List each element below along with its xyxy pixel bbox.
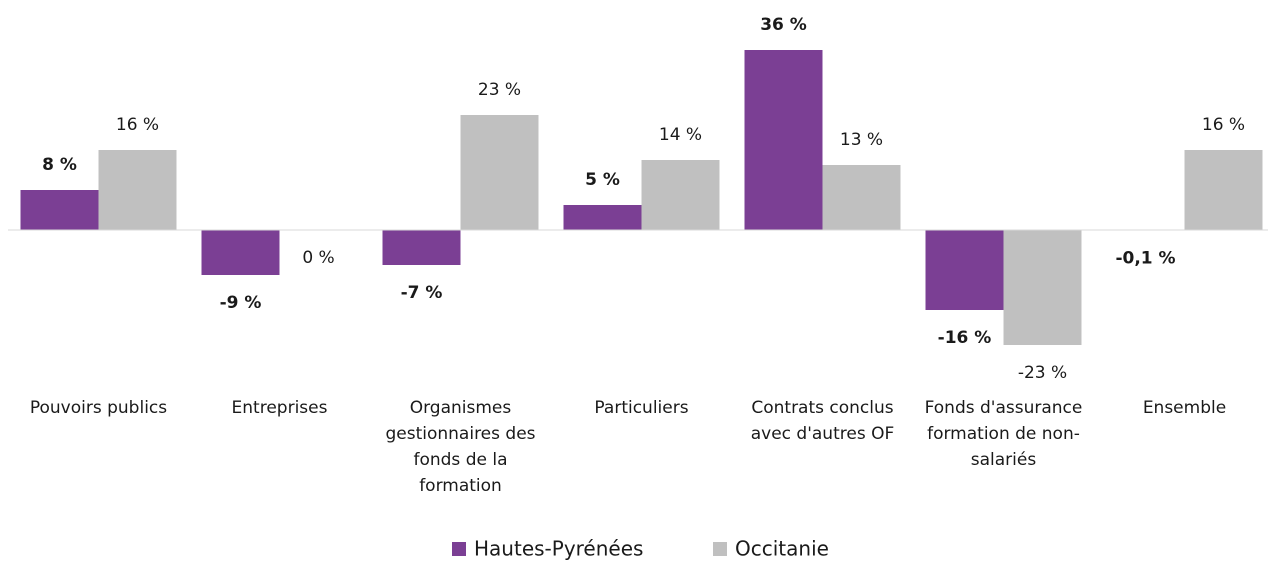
data-label: -7 % [401, 283, 443, 303]
legend-swatch [452, 542, 466, 556]
data-label: 16 % [1202, 115, 1245, 135]
x-tick-label: Fonds d'assurance formation de non-salar… [924, 398, 1083, 470]
data-label: 8 % [42, 155, 77, 175]
data-label: 36 % [760, 15, 807, 35]
bar [98, 150, 177, 230]
bar [1003, 230, 1082, 345]
x-tick-label: Ensemble [1142, 398, 1227, 418]
x-tick-label: Pouvoirs publics [29, 398, 168, 418]
data-label: -16 % [938, 328, 992, 348]
data-label: -0,1 % [1115, 249, 1175, 269]
legend-label: Occitanie [735, 537, 829, 561]
bar [1184, 150, 1263, 230]
x-tick-label: Entreprises [231, 398, 328, 418]
x-tick-label: Particuliers [594, 398, 689, 418]
x-tick-label: Organismes gestionnaires des fonds de la… [385, 398, 536, 496]
data-label: 5 % [585, 170, 620, 190]
bar [20, 190, 99, 230]
bar [822, 165, 901, 230]
data-label: 16 % [116, 115, 159, 135]
bar [925, 230, 1004, 310]
legend-label: Hautes-Pyrénées [474, 537, 643, 561]
data-label: -23 % [1018, 363, 1067, 383]
bar [641, 160, 720, 230]
bar [460, 115, 539, 230]
x-tick-label: Contrats conclus avec d'autres OF [750, 398, 895, 444]
data-label: 23 % [478, 80, 521, 100]
bar [201, 230, 280, 275]
data-label: 0 % [302, 248, 334, 268]
bar [382, 230, 461, 265]
data-label: 13 % [840, 130, 883, 150]
data-label: -9 % [220, 293, 262, 313]
bar [563, 205, 642, 230]
data-label: 14 % [659, 125, 702, 145]
bar [744, 50, 823, 230]
legend-swatch [713, 542, 727, 556]
